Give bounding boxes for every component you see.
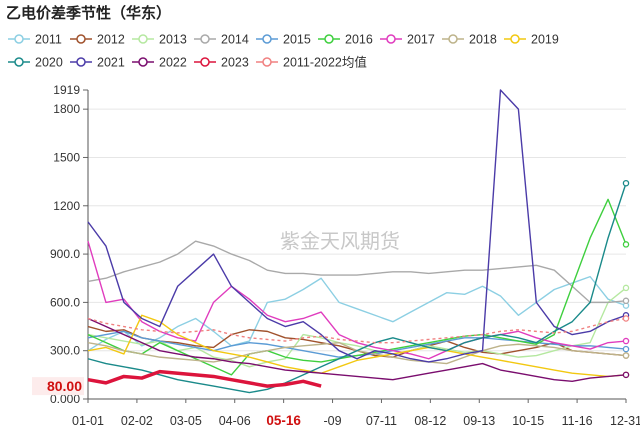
y-tick-label: 1919 xyxy=(53,83,80,97)
legend-marker-2011 xyxy=(14,34,24,44)
y-tick-label: 0.000 xyxy=(50,392,80,406)
legend-marker-2014 xyxy=(200,34,210,44)
series-end-marker-2014 xyxy=(622,297,630,305)
x-tick-label: 12-31 xyxy=(610,414,640,428)
legend-marker-2020 xyxy=(14,57,24,67)
legend-marker-2013 xyxy=(138,34,148,44)
y-tick-label: 1800 xyxy=(53,102,80,116)
watermark: 紫金天风期货 xyxy=(280,230,400,253)
chart-title: 乙电价差季节性（华东） xyxy=(6,4,172,22)
x-tick-label: 02-02 xyxy=(121,414,153,428)
x-tick-label: 01-01 xyxy=(72,414,104,428)
legend-marker-2018 xyxy=(448,34,458,44)
x-tick-label: 03-05 xyxy=(170,414,202,428)
legend-label-2021: 2021 xyxy=(97,56,125,70)
y-tick-label: 300.0 xyxy=(50,344,80,358)
series-line-2014 xyxy=(87,240,627,304)
legend-label-2020: 2020 xyxy=(35,56,63,70)
legend-marker-2011-2022均值 xyxy=(262,57,272,67)
legend-marker-2021 xyxy=(76,57,86,67)
current-value-badge xyxy=(32,377,84,396)
current-value-label: 80.00 xyxy=(47,378,82,394)
series-end-marker-2017 xyxy=(622,337,630,345)
series-end-marker-2020 xyxy=(622,179,630,187)
series-line-2019 xyxy=(87,314,627,378)
series-end-marker-2018 xyxy=(622,352,630,359)
legend-marker-2019 xyxy=(510,34,520,44)
series-line-2011-2022均值 xyxy=(87,317,627,344)
legend-label-2023: 2023 xyxy=(221,56,249,70)
x-tick-label: 08-12 xyxy=(414,414,446,428)
x-tick-label: 04-06 xyxy=(219,414,251,428)
legend-label-2011-2022均值: 2011-2022均值 xyxy=(283,55,367,70)
series-line-2017 xyxy=(87,241,627,360)
series-line-2021 xyxy=(87,89,627,363)
series-end-marker-2022 xyxy=(622,371,630,379)
x-tick-label: -09 xyxy=(324,414,342,428)
x-tick-label: 07-11 xyxy=(366,414,397,428)
x-tick-label: 10-15 xyxy=(512,414,544,428)
legend-marker-2012 xyxy=(76,34,86,44)
legend-label-2019: 2019 xyxy=(531,33,559,47)
legend-label-2014: 2014 xyxy=(221,33,249,47)
series-end-marker-2011-2022均值 xyxy=(622,315,630,322)
legend-label-2022: 2022 xyxy=(159,56,187,70)
x-tick-label: 11-16 xyxy=(562,414,593,428)
legend-marker-2017 xyxy=(386,34,396,44)
x-tick-label: 09-13 xyxy=(463,414,495,428)
series-line-2023 xyxy=(87,369,322,388)
legend-marker-2022 xyxy=(138,57,148,67)
y-tick-label: 1500 xyxy=(53,150,80,164)
y-tick-label: 1200 xyxy=(53,199,80,213)
legend-label-2015: 2015 xyxy=(283,33,311,47)
legend-marker-2015 xyxy=(262,34,272,44)
series-line-2022 xyxy=(87,317,627,382)
series-end-marker-2013 xyxy=(622,284,630,292)
legend-label-2016: 2016 xyxy=(345,33,373,47)
series-end-marker-2015 xyxy=(622,345,630,353)
legend-label-2018: 2018 xyxy=(469,33,497,47)
series-end-marker-2016 xyxy=(622,241,630,248)
y-tick-label: 900.0 xyxy=(50,247,80,261)
legend-label-2011: 2011 xyxy=(35,33,62,47)
y-tick-label: 600.0 xyxy=(50,295,80,309)
legend-label-2012: 2012 xyxy=(97,33,125,47)
legend-marker-2023 xyxy=(200,57,210,67)
series-line-2020 xyxy=(87,183,627,394)
series-line-2016 xyxy=(87,198,627,376)
legend-marker-2016 xyxy=(324,34,334,44)
legend-label-2013: 2013 xyxy=(159,33,187,47)
legend-label-2017: 2017 xyxy=(407,33,435,47)
x-tick-label-highlight: 05-16 xyxy=(266,413,301,428)
